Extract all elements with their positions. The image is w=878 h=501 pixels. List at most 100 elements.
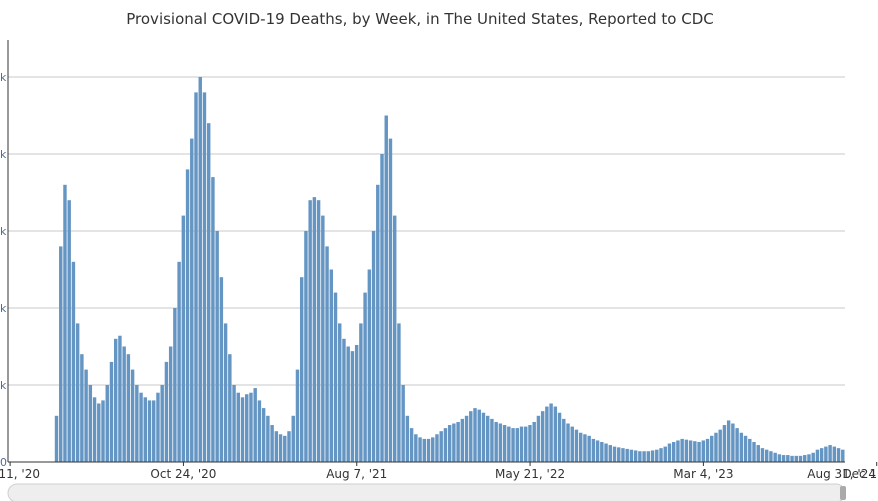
bar[interactable] xyxy=(739,432,744,462)
bar[interactable] xyxy=(824,446,828,462)
bar[interactable] xyxy=(680,438,684,462)
bar[interactable] xyxy=(206,123,211,462)
bar[interactable] xyxy=(156,392,160,462)
bar[interactable] xyxy=(194,92,198,463)
bar[interactable] xyxy=(329,269,333,463)
bar[interactable] xyxy=(671,441,676,462)
bar[interactable] xyxy=(659,448,663,462)
bars[interactable] xyxy=(54,77,845,463)
bar[interactable] xyxy=(321,215,325,462)
bar[interactable] xyxy=(190,138,194,462)
bar[interactable] xyxy=(105,385,109,462)
bar[interactable] xyxy=(815,449,820,462)
bar[interactable] xyxy=(384,115,388,463)
bar[interactable] xyxy=(426,438,431,462)
bar[interactable] xyxy=(469,411,473,462)
bar[interactable] xyxy=(731,423,735,463)
bar[interactable] xyxy=(80,354,84,462)
bar[interactable] xyxy=(405,415,410,462)
bar[interactable] xyxy=(676,440,680,462)
bar[interactable] xyxy=(388,138,393,462)
bar[interactable] xyxy=(485,415,490,462)
bar[interactable] xyxy=(177,261,181,462)
bar[interactable] xyxy=(786,455,790,462)
bar[interactable] xyxy=(418,437,422,462)
bar[interactable] xyxy=(392,215,397,462)
bar[interactable] xyxy=(743,435,748,462)
bar[interactable] xyxy=(553,406,558,462)
bar[interactable] xyxy=(278,434,283,462)
bar[interactable] xyxy=(502,425,507,462)
bar[interactable] xyxy=(295,369,300,462)
bar[interactable] xyxy=(371,231,376,462)
bar[interactable] xyxy=(338,323,342,462)
bar[interactable] xyxy=(414,434,418,462)
bar[interactable] xyxy=(376,184,380,463)
bar[interactable] xyxy=(642,451,646,462)
bar[interactable] xyxy=(477,409,481,462)
bar[interactable] xyxy=(595,440,600,462)
bar[interactable] xyxy=(545,406,549,462)
bar[interactable] xyxy=(515,428,519,462)
bar[interactable] xyxy=(397,323,401,462)
bar[interactable] xyxy=(578,432,583,462)
bar[interactable] xyxy=(473,408,477,462)
bar[interactable] xyxy=(507,426,511,462)
bar[interactable] xyxy=(101,400,105,462)
bar[interactable] xyxy=(261,408,266,462)
bar[interactable] xyxy=(54,415,59,462)
bar[interactable] xyxy=(650,450,655,462)
bar[interactable] xyxy=(126,354,131,462)
bar[interactable] xyxy=(59,246,63,462)
bar[interactable] xyxy=(583,434,587,462)
bar[interactable] xyxy=(67,200,71,462)
bar[interactable] xyxy=(75,323,80,462)
bar[interactable] xyxy=(164,361,169,462)
navigator-track[interactable] xyxy=(7,483,846,501)
bar[interactable] xyxy=(249,392,253,462)
bar[interactable] xyxy=(109,361,114,462)
bar[interactable] xyxy=(764,449,769,462)
bar[interactable] xyxy=(519,426,524,462)
bar[interactable] xyxy=(88,385,93,462)
bar[interactable] xyxy=(431,437,435,462)
bar[interactable] xyxy=(130,369,135,462)
bar[interactable] xyxy=(464,415,469,462)
bar[interactable] xyxy=(211,177,215,462)
bar[interactable] xyxy=(118,335,122,462)
bar[interactable] xyxy=(684,439,689,462)
bar[interactable] xyxy=(232,385,236,462)
bar[interactable] xyxy=(346,346,350,463)
bar[interactable] xyxy=(693,441,697,462)
bar[interactable] xyxy=(198,77,202,462)
bar[interactable] xyxy=(760,448,765,462)
bar[interactable] xyxy=(240,397,245,462)
bar[interactable] xyxy=(549,403,553,462)
bar[interactable] xyxy=(722,425,727,462)
bar[interactable] xyxy=(557,412,562,462)
bar[interactable] xyxy=(811,452,815,462)
bar[interactable] xyxy=(380,154,384,462)
bar[interactable] xyxy=(562,418,566,462)
bar[interactable] xyxy=(84,369,88,462)
bar[interactable] xyxy=(215,231,219,462)
bar[interactable] xyxy=(705,438,710,462)
bar[interactable] xyxy=(147,400,152,462)
bar[interactable] xyxy=(308,200,312,462)
bar[interactable] xyxy=(777,454,782,462)
bar[interactable] xyxy=(63,184,67,463)
bar[interactable] xyxy=(325,246,329,462)
bar[interactable] xyxy=(223,323,228,462)
bar[interactable] xyxy=(139,392,143,462)
bar[interactable] xyxy=(350,351,355,462)
bar[interactable] xyxy=(841,449,845,462)
bar[interactable] xyxy=(570,426,574,462)
bar[interactable] xyxy=(452,423,456,463)
bar[interactable] xyxy=(283,435,287,462)
bar[interactable] xyxy=(832,446,837,462)
bar[interactable] xyxy=(173,308,177,462)
bar[interactable] xyxy=(710,435,714,462)
bar[interactable] xyxy=(608,445,612,462)
bar[interactable] xyxy=(756,445,760,462)
bar[interactable] xyxy=(219,277,224,462)
